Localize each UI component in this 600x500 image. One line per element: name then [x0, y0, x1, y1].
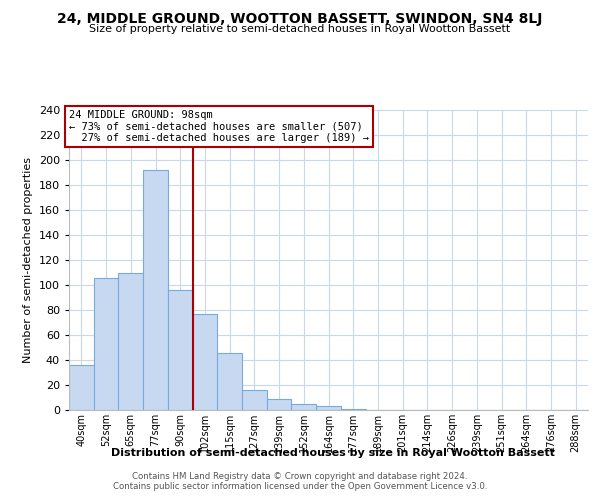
Bar: [168, 290, 193, 410]
Text: Contains public sector information licensed under the Open Government Licence v3: Contains public sector information licen…: [113, 482, 487, 491]
Y-axis label: Number of semi-detached properties: Number of semi-detached properties: [23, 157, 33, 363]
Bar: [193, 314, 217, 410]
Text: Contains HM Land Registry data © Crown copyright and database right 2024.: Contains HM Land Registry data © Crown c…: [132, 472, 468, 481]
Bar: [217, 352, 242, 410]
Bar: [69, 365, 94, 410]
Text: Size of property relative to semi-detached houses in Royal Wootton Bassett: Size of property relative to semi-detach…: [89, 24, 511, 34]
Text: 24 MIDDLE GROUND: 98sqm
← 73% of semi-detached houses are smaller (507)
  27% of: 24 MIDDLE GROUND: 98sqm ← 73% of semi-de…: [69, 110, 369, 143]
Text: 24, MIDDLE GROUND, WOOTTON BASSETT, SWINDON, SN4 8LJ: 24, MIDDLE GROUND, WOOTTON BASSETT, SWIN…: [58, 12, 542, 26]
Bar: [94, 278, 118, 410]
Text: Distribution of semi-detached houses by size in Royal Wootton Bassett: Distribution of semi-detached houses by …: [111, 448, 555, 458]
Bar: [292, 404, 316, 410]
Bar: [316, 406, 341, 410]
Bar: [242, 390, 267, 410]
Bar: [143, 170, 168, 410]
Bar: [267, 399, 292, 410]
Bar: [341, 409, 365, 410]
Bar: [118, 272, 143, 410]
